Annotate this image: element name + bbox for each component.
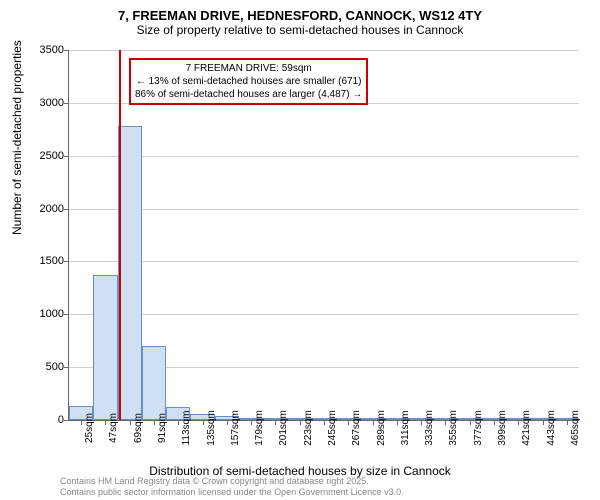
x-tick-mark [397, 420, 398, 425]
x-tick-label: 289sqm [376, 410, 387, 446]
y-tick-label: 500 [24, 361, 64, 373]
x-tick-label: 113sqm [181, 411, 192, 446]
x-tick-mark [203, 420, 204, 425]
x-tick-label: 311sqm [400, 411, 411, 446]
chart-container: 7, FREEMAN DRIVE, HEDNESFORD, CANNOCK, W… [0, 0, 600, 500]
x-tick-mark [445, 420, 446, 425]
x-tick-mark [373, 420, 374, 425]
x-tick-label: 355sqm [448, 410, 459, 446]
y-tick-mark [64, 50, 69, 51]
y-tick-mark [64, 314, 69, 315]
annotation-line2: ← 13% of semi-detached houses are smalle… [135, 75, 362, 88]
x-tick-label: 267sqm [351, 410, 362, 446]
x-tick-mark [227, 420, 228, 425]
x-tick-mark [348, 420, 349, 425]
chart-title: 7, FREEMAN DRIVE, HEDNESFORD, CANNOCK, W… [0, 8, 600, 23]
y-tick-mark [64, 261, 69, 262]
y-tick-label: 2000 [24, 203, 64, 215]
gridline [69, 156, 579, 157]
y-tick-label: 3000 [24, 97, 64, 109]
x-tick-label: 201sqm [278, 410, 289, 446]
x-tick-mark [470, 420, 471, 425]
gridline [69, 209, 579, 210]
x-tick-label: 69sqm [133, 413, 144, 443]
y-tick-label: 1000 [24, 308, 64, 320]
footer-text: Contains HM Land Registry data © Crown c… [60, 476, 404, 498]
x-tick-mark [178, 420, 179, 425]
x-tick-label: 25sqm [84, 413, 95, 443]
annotation-line1: 7 FREEMAN DRIVE: 59sqm [135, 62, 362, 75]
y-tick-label: 1500 [24, 255, 64, 267]
x-tick-mark [105, 420, 106, 425]
histogram-bar [118, 126, 142, 420]
x-tick-label: 443sqm [546, 410, 557, 446]
plot-area: 7 FREEMAN DRIVE: 59sqm← 13% of semi-deta… [68, 50, 579, 421]
y-tick-mark [64, 103, 69, 104]
gridline [69, 314, 579, 315]
footer-line2: Contains public sector information licen… [60, 487, 404, 498]
x-tick-mark [275, 420, 276, 425]
x-tick-label: 421sqm [521, 410, 532, 446]
y-tick-mark [64, 420, 69, 421]
x-tick-mark [543, 420, 544, 425]
x-tick-mark [324, 420, 325, 425]
x-tick-label: 465sqm [570, 410, 581, 446]
x-tick-mark [130, 420, 131, 425]
y-tick-label: 3500 [24, 44, 64, 56]
chart-subtitle: Size of property relative to semi-detach… [0, 23, 600, 37]
x-tick-label: 399sqm [497, 410, 508, 446]
x-tick-label: 223sqm [303, 410, 314, 446]
y-tick-mark [64, 367, 69, 368]
x-tick-mark [81, 420, 82, 425]
x-tick-mark [518, 420, 519, 425]
y-tick-mark [64, 209, 69, 210]
title-area: 7, FREEMAN DRIVE, HEDNESFORD, CANNOCK, W… [0, 0, 600, 37]
x-tick-mark [251, 420, 252, 425]
x-tick-mark [154, 420, 155, 425]
y-axis-label: Number of semi-detached properties [10, 40, 24, 235]
gridline [69, 50, 579, 51]
x-tick-label: 91sqm [157, 413, 168, 443]
histogram-bar [93, 275, 117, 420]
annotation-line3: 86% of semi-detached houses are larger (… [135, 88, 362, 101]
x-tick-mark [567, 420, 568, 425]
gridline [69, 261, 579, 262]
x-tick-mark [300, 420, 301, 425]
x-tick-label: 333sqm [424, 410, 435, 446]
y-tick-label: 0 [24, 414, 64, 426]
annotation-box: 7 FREEMAN DRIVE: 59sqm← 13% of semi-deta… [129, 58, 368, 105]
x-tick-label: 377sqm [473, 410, 484, 446]
x-tick-label: 135sqm [206, 410, 217, 446]
x-tick-mark [494, 420, 495, 425]
x-tick-label: 245sqm [327, 410, 338, 446]
x-tick-label: 157sqm [230, 410, 241, 446]
x-tick-label: 47sqm [108, 413, 119, 443]
y-tick-label: 2500 [24, 150, 64, 162]
x-tick-label: 179sqm [254, 410, 265, 446]
x-tick-mark [421, 420, 422, 425]
footer-line1: Contains HM Land Registry data © Crown c… [60, 476, 404, 487]
y-tick-mark [64, 156, 69, 157]
marker-line [119, 50, 121, 420]
histogram-bar [142, 346, 166, 420]
